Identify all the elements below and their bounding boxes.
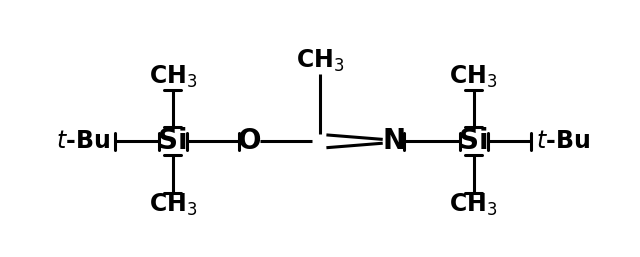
Text: O: O: [238, 127, 261, 155]
Text: Si: Si: [459, 127, 488, 155]
Text: CH$_3$: CH$_3$: [148, 64, 197, 90]
Text: $t$-Bu: $t$-Bu: [56, 129, 110, 153]
Text: $t$-Bu: $t$-Bu: [536, 129, 590, 153]
Text: CH$_3$: CH$_3$: [449, 192, 498, 218]
Text: Si: Si: [158, 127, 188, 155]
Text: CH$_3$: CH$_3$: [449, 64, 498, 90]
Text: N: N: [382, 127, 405, 155]
Text: CH$_3$: CH$_3$: [296, 48, 344, 74]
Text: CH$_3$: CH$_3$: [148, 192, 197, 218]
